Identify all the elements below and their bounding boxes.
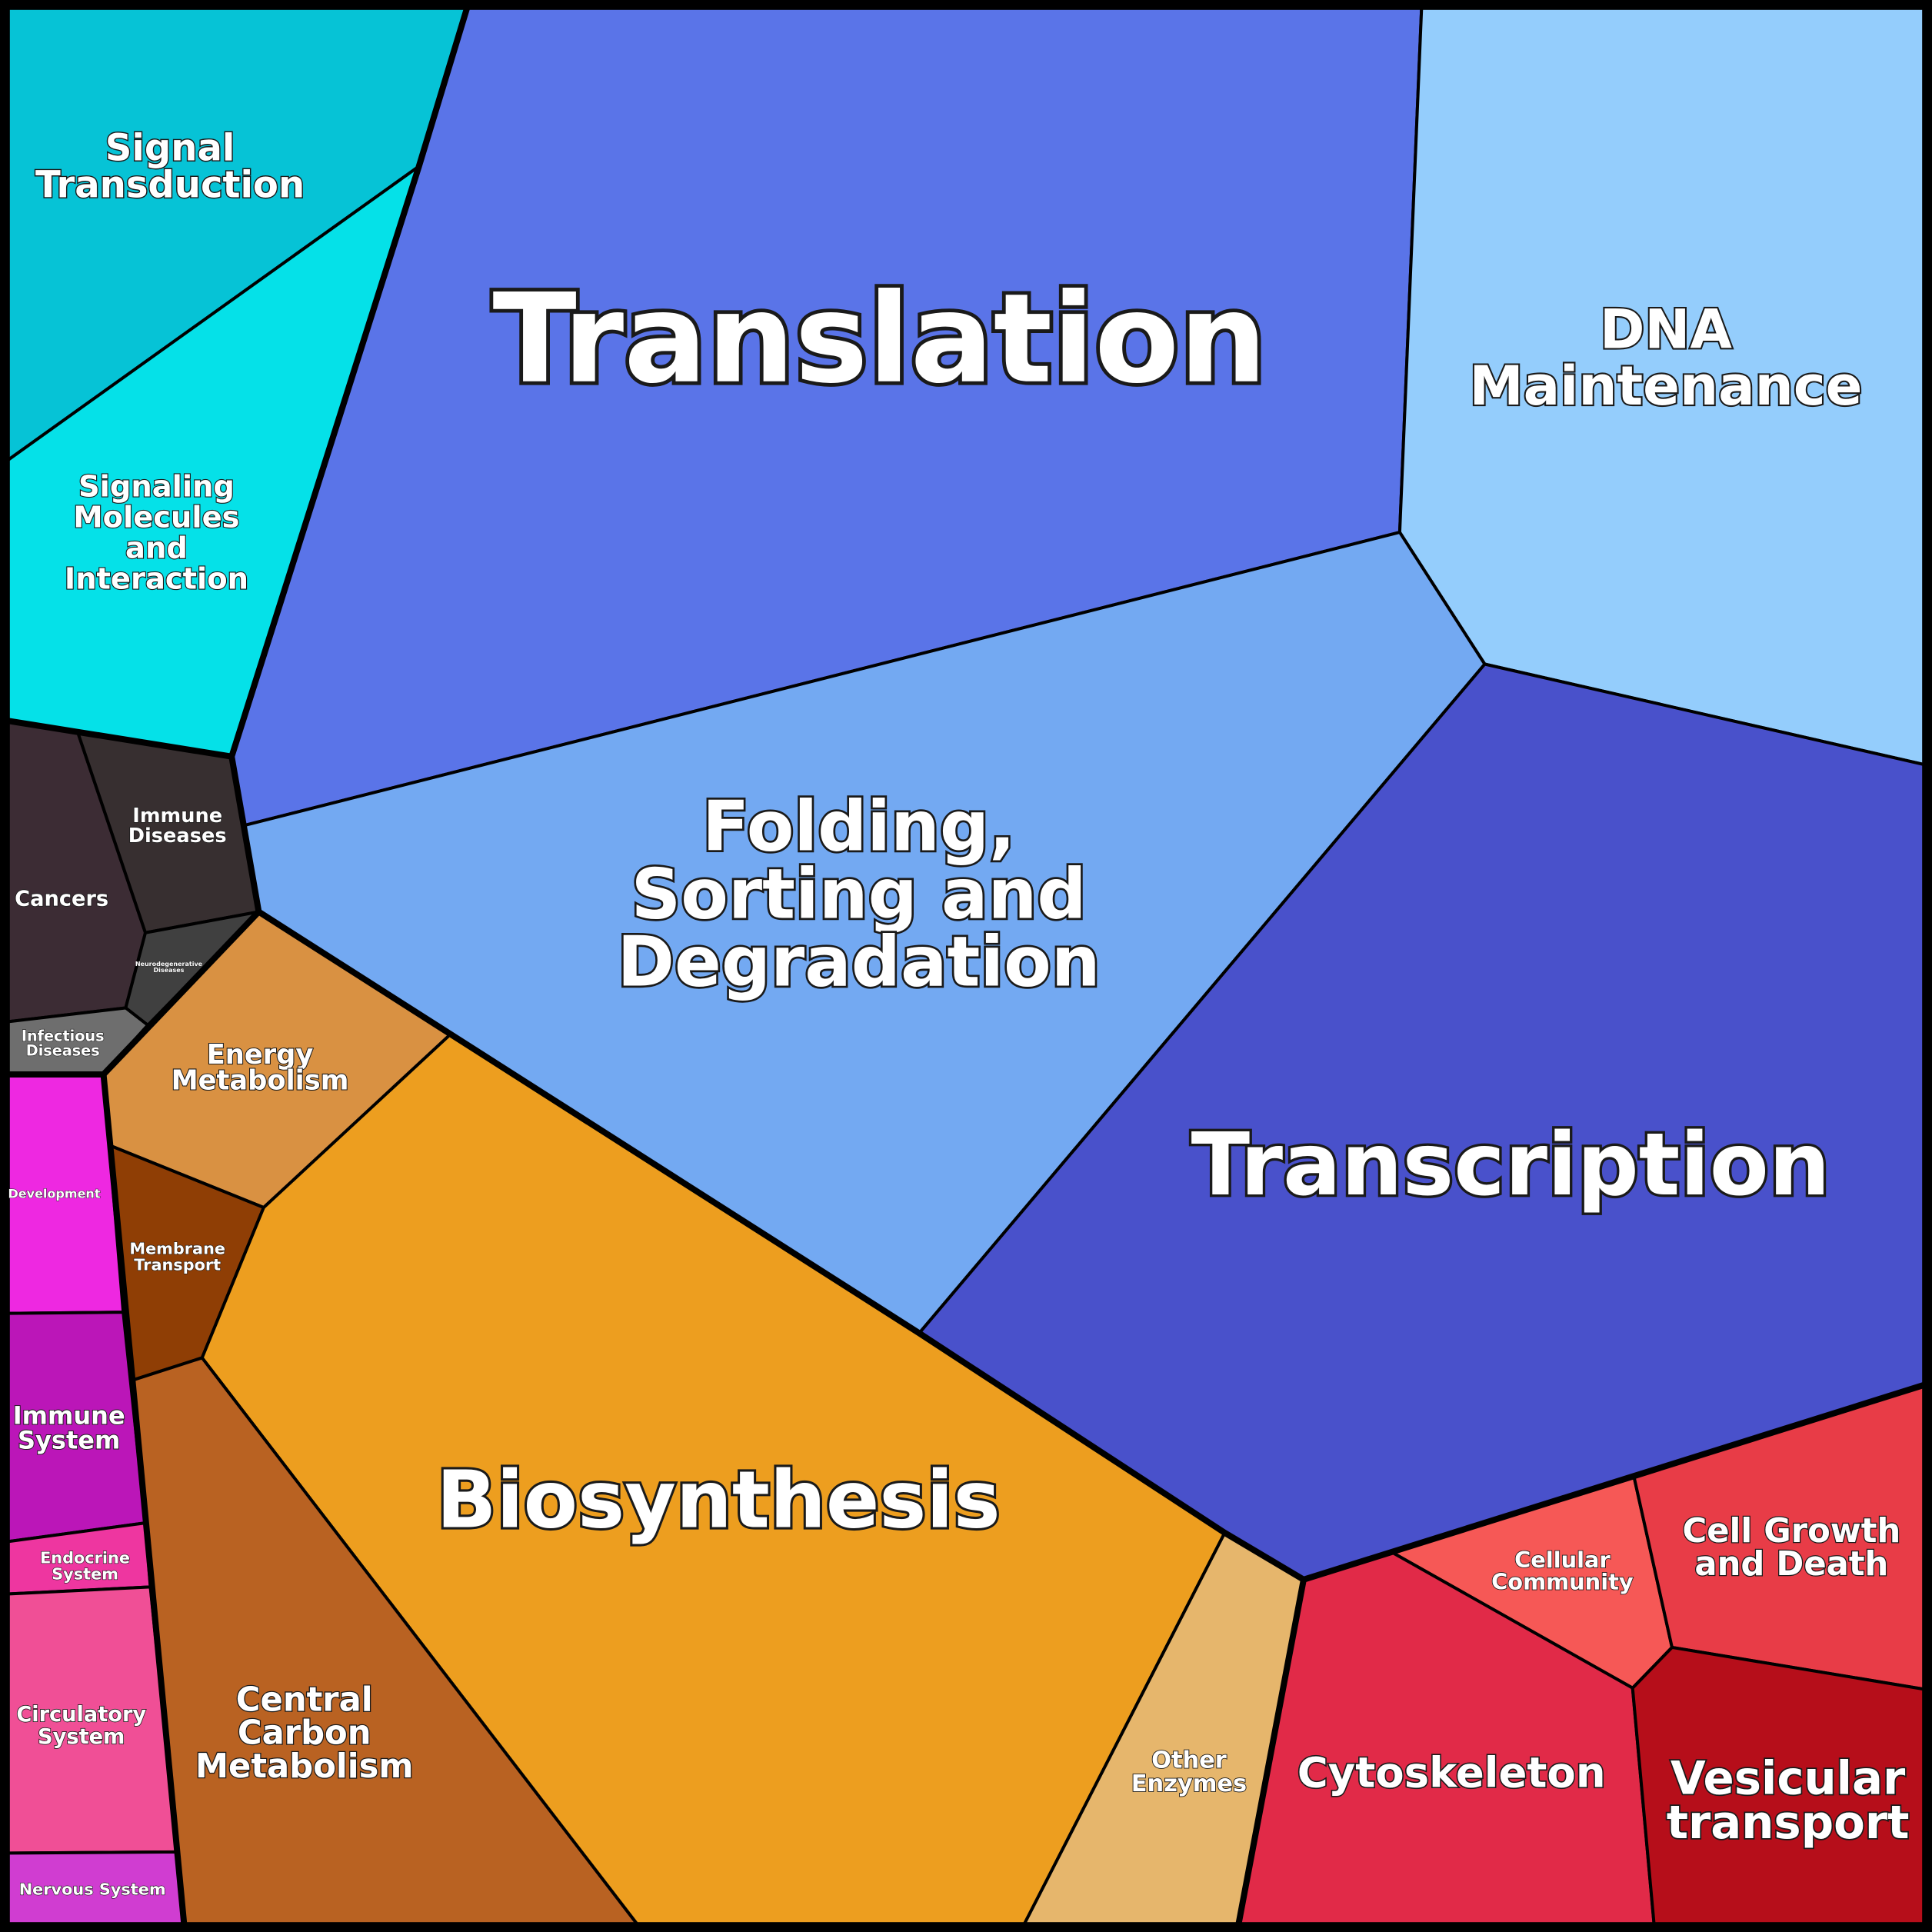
label-line: Infectious xyxy=(22,1027,105,1044)
cell xyxy=(1631,1645,1932,1932)
border xyxy=(228,0,1307,1932)
cell-label: Endocrine System xyxy=(40,1549,130,1584)
label-line: Vesicular xyxy=(1671,1752,1906,1805)
cell-label: Signal Transduction xyxy=(35,126,305,206)
label-line: Carbon xyxy=(238,1714,371,1752)
cell-label: Infectious Diseases xyxy=(22,1027,105,1059)
label-line: System xyxy=(52,1564,118,1583)
label-line: Immune xyxy=(132,804,222,828)
cell-label: Transcription xyxy=(1191,1115,1830,1215)
label-line: DNA xyxy=(1600,298,1732,361)
cell-label: DNA Maintenance xyxy=(1469,298,1862,418)
label-line: and xyxy=(125,531,188,565)
label-line: Folding, xyxy=(702,788,1015,868)
cell-label: Central Carbon Metabolism xyxy=(195,1681,413,1786)
cell-label: Circulatory System xyxy=(16,1703,146,1749)
label-line: Translation xyxy=(492,267,1267,411)
label-line: Nervous System xyxy=(19,1880,166,1899)
cell-label: Nervous System xyxy=(19,1880,166,1899)
cell-label: Immune System xyxy=(13,1401,125,1454)
label-line: Immune xyxy=(13,1401,125,1430)
label-line: Diseases xyxy=(26,1041,100,1059)
label-line: Metabolism xyxy=(195,1747,413,1785)
label-line: Energy xyxy=(207,1039,314,1071)
cell-label: Biosynthesis xyxy=(436,1455,1000,1547)
label-line: Signaling xyxy=(78,469,235,504)
label-line: Sorting and xyxy=(631,855,1087,935)
cell-label: Vesicular transport xyxy=(1667,1752,1910,1850)
label-line: Transport xyxy=(134,1255,221,1274)
cell-label: Cellular Community xyxy=(1491,1547,1634,1595)
border xyxy=(100,1074,188,1932)
cell-label: Signaling Molecules and Interaction xyxy=(65,469,248,596)
label-line: Cellular xyxy=(1514,1547,1611,1573)
label-line: Metabolism xyxy=(172,1065,349,1097)
label-line: Development xyxy=(8,1186,100,1201)
label-line: Diseases xyxy=(128,824,227,848)
label-line: Neurodegenerative xyxy=(135,960,203,967)
cell-label: Neurodegenerative Diseases xyxy=(135,960,203,973)
label-line: Enzymes xyxy=(1131,1770,1247,1797)
label-line: Community xyxy=(1491,1569,1634,1595)
label-line: Central xyxy=(236,1681,373,1719)
cell-label: Development xyxy=(8,1186,100,1201)
labels: Signal Transduction Signaling Molecules and… xyxy=(8,125,1910,1899)
cell-label: Other Enzymes xyxy=(1131,1747,1247,1797)
label-line: Cancers xyxy=(15,887,108,911)
label-line: Interaction xyxy=(65,561,248,596)
border xyxy=(1302,1379,1932,1583)
cell-label: Folding, Sorting and Degradation xyxy=(618,788,1101,1003)
cell-label: Translation xyxy=(492,267,1267,411)
label-line: Biosynthesis xyxy=(436,1455,1000,1547)
border xyxy=(0,716,232,760)
label-line: System xyxy=(18,1425,120,1454)
cell-label: Cell Growth and Death xyxy=(1682,1511,1900,1583)
label-line: Transduction xyxy=(35,164,305,207)
cell xyxy=(0,1850,187,1932)
label-line: Cell Growth xyxy=(1682,1511,1900,1550)
label-line: Diseases xyxy=(154,966,185,973)
label-line: and Death xyxy=(1694,1545,1888,1584)
cell-label: Membrane Transport xyxy=(129,1239,225,1274)
label-line: Maintenance xyxy=(1469,355,1862,418)
label-line: Membrane xyxy=(129,1239,225,1257)
cell-label: Cancers xyxy=(15,887,108,911)
label-line: transport xyxy=(1667,1796,1910,1849)
cell-label: Energy Metabolism xyxy=(172,1039,349,1097)
label-line: Cytoskeleton xyxy=(1297,1748,1606,1797)
label-line: Circulatory xyxy=(16,1703,146,1727)
label-line: Degradation xyxy=(618,923,1101,1003)
label-line: Endocrine xyxy=(40,1549,130,1567)
cell-label: Immune Diseases xyxy=(128,804,227,848)
label-line: Other xyxy=(1151,1747,1227,1774)
cell-label: Cytoskeleton xyxy=(1297,1748,1606,1797)
label-line: System xyxy=(38,1724,125,1748)
label-line: Transcription xyxy=(1191,1115,1830,1215)
label-line: Molecules xyxy=(73,500,239,535)
label-line: Signal xyxy=(105,126,235,169)
